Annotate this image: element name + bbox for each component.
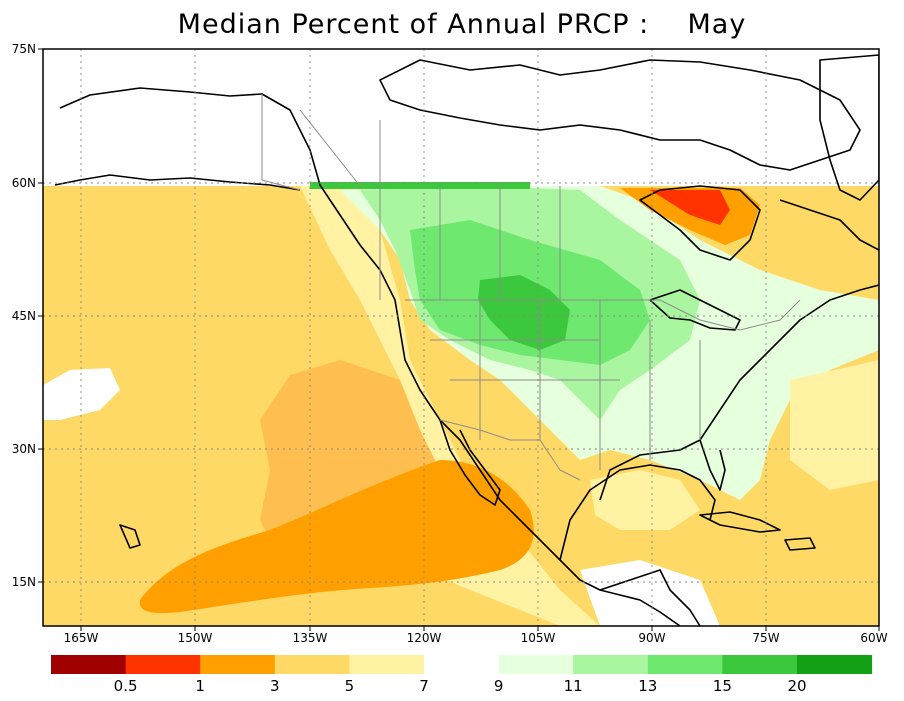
border-provinces — [299, 109, 561, 300]
lon-tick-label: 60W — [860, 631, 887, 645]
lat-tick-label: 45N — [12, 309, 36, 323]
border-alaska-canada — [261, 94, 301, 191]
border-states — [430, 300, 701, 470]
lon-tick-label: 75W — [752, 631, 779, 645]
gulf-pale-region — [590, 470, 700, 530]
atlantic-pale-region — [790, 360, 879, 490]
legend-swatch — [573, 655, 649, 674]
plot-frame — [42, 48, 880, 627]
coastline-hawaii — [119, 524, 141, 549]
map-plot-area — [43, 49, 879, 626]
legend-label: 11 — [564, 677, 583, 695]
coastline-hudson-bay — [639, 185, 761, 261]
legend-swatch — [647, 655, 723, 674]
lon-tick-label: 90W — [638, 631, 665, 645]
lat-tick-label: 15N — [12, 575, 36, 589]
legend-label: 5 — [345, 677, 355, 695]
coastline-greenland — [819, 54, 879, 201]
legend-label: 9 — [494, 677, 504, 695]
dark-orange-region — [139, 460, 534, 614]
political-borders — [261, 94, 801, 481]
lon-tick-label: 105W — [521, 631, 556, 645]
legend-swatch — [498, 655, 574, 674]
legend-swatch — [51, 655, 127, 674]
legend-swatch — [797, 655, 873, 674]
legend-swatch — [349, 655, 425, 674]
legend-label: 3 — [270, 677, 280, 695]
legend-label: 20 — [787, 677, 806, 695]
legend-label: 13 — [638, 677, 657, 695]
legend-swatch — [200, 655, 276, 674]
legend-swatch — [125, 655, 201, 674]
chart-title: Median Percent of Annual PRCP : May — [178, 9, 747, 40]
dark-green-strip-60n — [310, 182, 530, 189]
coastline-greatlakes — [649, 289, 741, 331]
coastline-alaska — [59, 87, 681, 626]
legend-label: 0.5 — [114, 677, 138, 695]
coastline-labrador — [779, 199, 879, 251]
lat-tick-label: 75N — [12, 42, 36, 56]
lat-tick-label: 30N — [12, 442, 36, 456]
legend-label: 15 — [713, 677, 732, 695]
coastline-baja — [439, 419, 501, 506]
legend-label: 7 — [419, 677, 429, 695]
lat-tick-label: 60N — [12, 176, 36, 190]
legend-swatch — [722, 655, 798, 674]
legend-label: 1 — [195, 677, 205, 695]
coastlines — [54, 54, 879, 626]
lon-tick-label: 150W — [178, 631, 213, 645]
coastline-arctic-islands — [379, 59, 861, 171]
white-patch-west — [43, 368, 120, 420]
coastline-east — [599, 284, 879, 501]
coastline-gulf — [559, 464, 716, 561]
coastline-florida — [699, 439, 726, 491]
border-canada-us — [405, 299, 801, 331]
legend-swatch — [274, 655, 350, 674]
hudson-bay-red — [650, 190, 730, 225]
graticule — [43, 49, 879, 626]
white-patch-south — [580, 560, 720, 626]
legend-swatch — [424, 655, 500, 674]
pale-yellow-region — [300, 186, 600, 626]
color-legend: 0.5 1 3 5 7 9 11 13 15 20 — [51, 655, 873, 695]
latitude-axis: 75N 60N 45N 30N 15N — [12, 42, 43, 589]
longitude-axis: 165W 150W 135W 120W 105W 90W 75W 60W — [64, 626, 888, 645]
coastline-alaska-south — [54, 174, 301, 191]
coastline-cuba — [699, 511, 781, 533]
lon-tick-label: 120W — [407, 631, 442, 645]
dark-green-region — [478, 275, 570, 350]
coastline-hispaniola — [784, 537, 816, 551]
lon-tick-label: 135W — [293, 631, 328, 645]
lon-tick-label: 165W — [64, 631, 99, 645]
border-us-mexico — [439, 419, 581, 481]
